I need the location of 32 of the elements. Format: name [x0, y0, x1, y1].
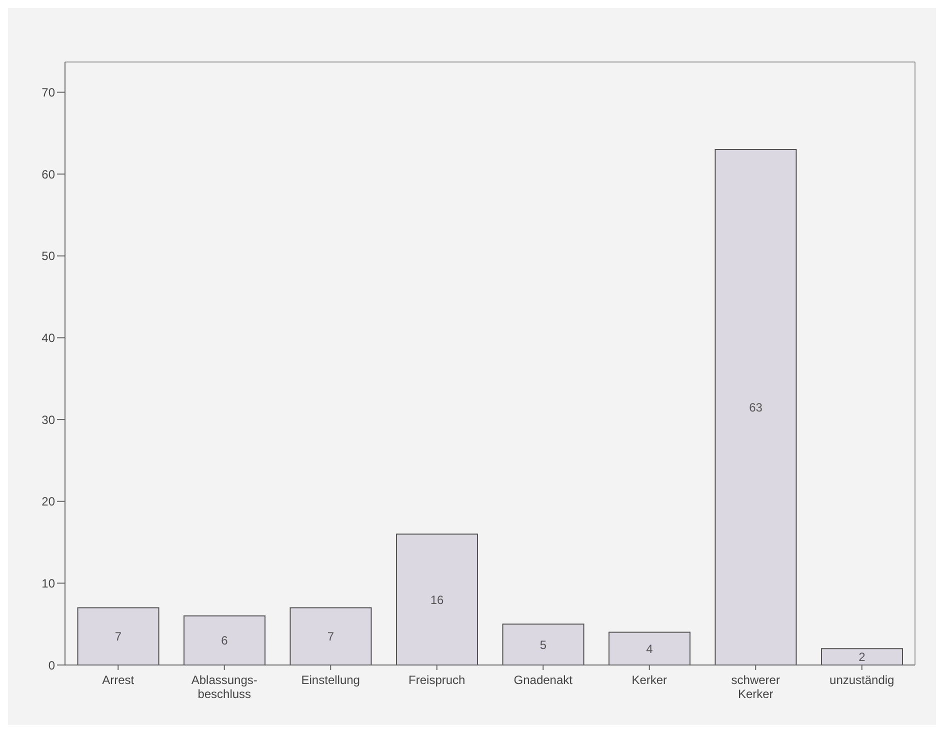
x-tick-label: Gnadenakt — [514, 673, 574, 687]
y-tick-label: 10 — [42, 576, 56, 590]
data-label: 2 — [858, 650, 866, 664]
data-label: 63 — [749, 400, 763, 415]
bar — [714, 149, 797, 665]
x-tick-label: unzuständig — [830, 673, 894, 687]
y-tick-label: 50 — [42, 249, 56, 264]
bar — [502, 624, 584, 665]
data-label: 16 — [430, 592, 444, 607]
x-tick-label: Einstellung — [301, 673, 360, 687]
x-tick-label: Arrest — [102, 673, 135, 687]
data-label: 7 — [114, 630, 122, 644]
y-tick-label: 30 — [42, 412, 56, 427]
data-label: 5 — [540, 638, 547, 652]
y-tick-label: 40 — [42, 330, 56, 345]
data-label: 6 — [221, 634, 228, 648]
y-tick-label: 70 — [42, 86, 56, 100]
x-tick-label: Freispruch — [408, 673, 466, 687]
data-label: 7 — [327, 630, 334, 644]
data-label: 4 — [646, 642, 654, 656]
y-tick-label: 60 — [42, 167, 56, 182]
x-tick-label: schwerer Kerker — [731, 673, 780, 701]
y-tick-label: 0 — [48, 658, 56, 672]
bar — [77, 607, 160, 665]
bar — [184, 615, 266, 665]
bar — [396, 534, 478, 665]
x-tick-label: Ablassungs- beschluss — [191, 673, 258, 701]
y-tick-label: 20 — [42, 494, 56, 509]
bar — [290, 607, 372, 665]
bar — [608, 632, 690, 665]
bar — [821, 648, 903, 665]
x-tick-label: Kerker — [632, 673, 668, 687]
